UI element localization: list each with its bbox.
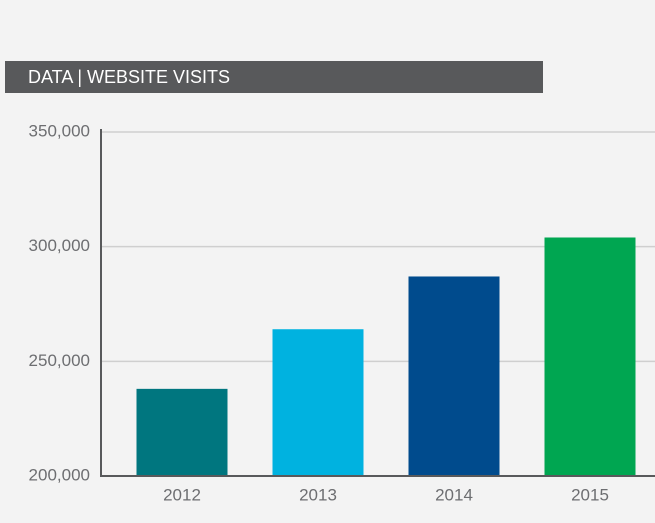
bar: [272, 329, 364, 476]
chart-title: DATA | WEBSITE VISITS: [28, 67, 230, 87]
y-tick-label: 350,000: [29, 121, 90, 140]
y-tick-label: 250,000: [29, 351, 90, 370]
bar: [136, 388, 228, 476]
title-bar: [5, 61, 543, 93]
y-tick-label: 300,000: [29, 236, 90, 255]
bar: [544, 237, 636, 476]
x-tick-label: 2015: [571, 485, 609, 504]
x-tick-label: 2012: [163, 485, 201, 504]
x-tick-label: 2014: [435, 485, 473, 504]
x-tick-label: 2013: [299, 485, 337, 504]
y-tick-label: 200,000: [29, 465, 90, 484]
bar: [408, 276, 500, 476]
